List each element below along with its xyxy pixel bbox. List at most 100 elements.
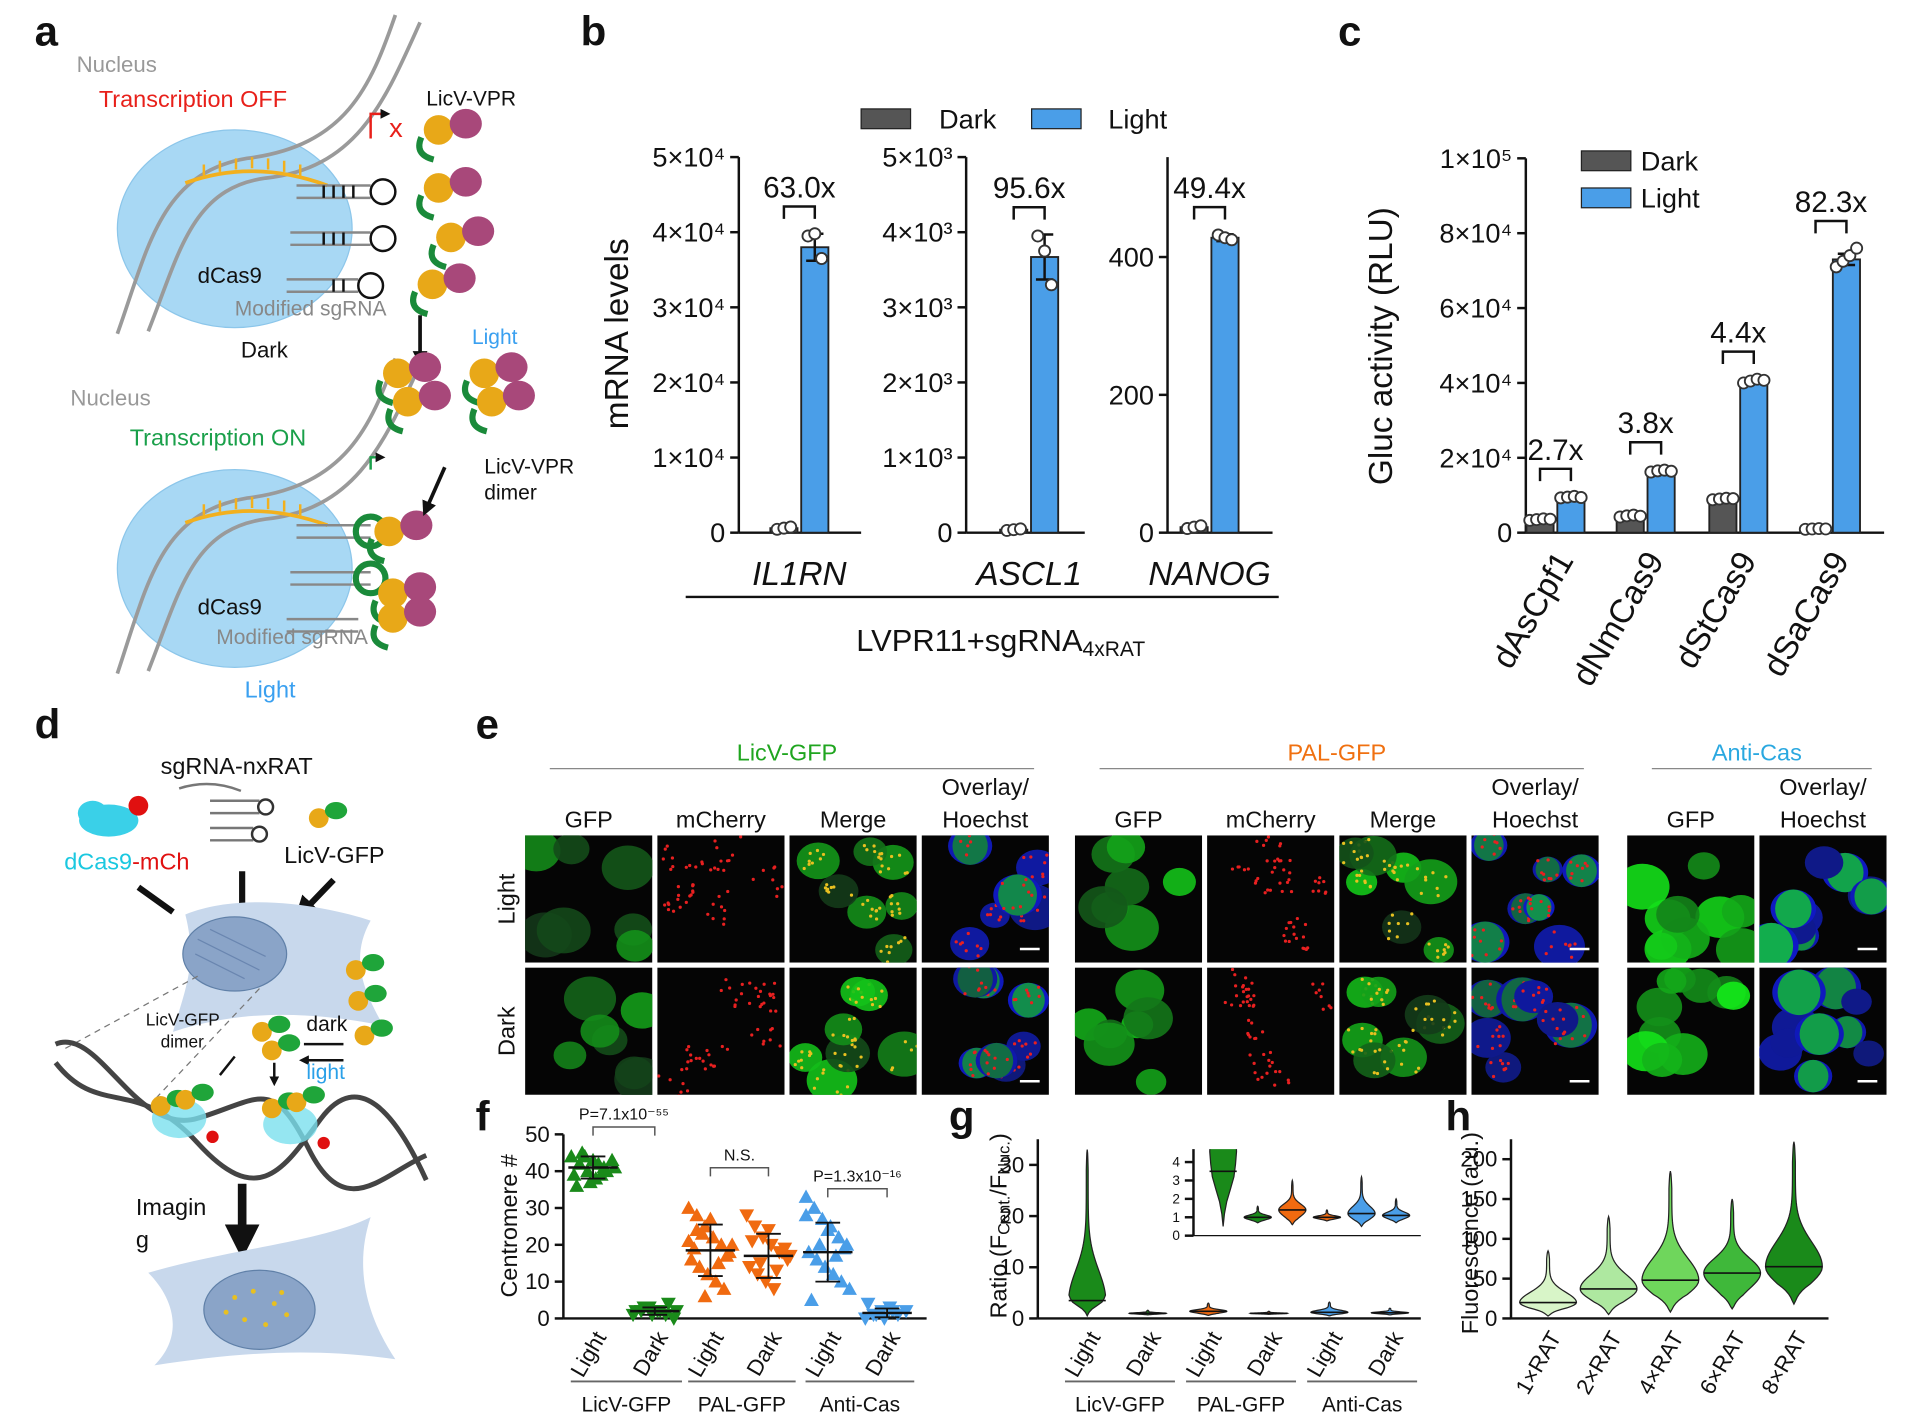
data-point <box>1014 522 1027 536</box>
focus <box>1253 881 1258 885</box>
x-tick-label: dNmCas9 <box>1565 546 1671 693</box>
gfp-signal <box>1775 889 1812 929</box>
focus <box>733 1003 737 1007</box>
data-point <box>697 1288 713 1303</box>
error-bar <box>756 1232 781 1279</box>
data-point <box>761 1224 776 1238</box>
focus <box>1570 872 1574 876</box>
data-point <box>739 1209 755 1223</box>
focus <box>663 903 667 907</box>
focus <box>1498 1025 1502 1029</box>
bar <box>1831 258 1861 534</box>
focus <box>1277 859 1282 863</box>
group-label: PAL-GFP <box>1197 1393 1285 1415</box>
focus <box>686 1060 690 1064</box>
focus <box>1391 869 1395 873</box>
y-tick-label: 20 <box>525 1232 550 1257</box>
focus <box>1242 868 1247 872</box>
label: LicV-VPR <box>484 456 574 479</box>
focus <box>854 1000 858 1004</box>
focus <box>1233 973 1237 977</box>
focus <box>1580 879 1584 883</box>
focus <box>1583 1034 1587 1038</box>
group-label: LVPR11+sgRNA4xRAT <box>856 623 1145 661</box>
focus <box>1026 991 1030 995</box>
focus <box>1248 1035 1252 1039</box>
y-tick-label: 2 <box>1172 1191 1180 1206</box>
focus <box>818 857 822 861</box>
focus <box>1273 1083 1277 1087</box>
focus <box>761 868 765 872</box>
focus <box>1528 901 1532 906</box>
micrograph <box>1074 967 1203 1095</box>
focus <box>979 981 984 985</box>
focus <box>842 1033 846 1038</box>
focus <box>1369 1039 1373 1043</box>
legend-swatch <box>1031 108 1082 130</box>
legend-swatch <box>1580 150 1632 172</box>
focus <box>1367 982 1371 986</box>
data-point <box>742 1260 757 1275</box>
focus <box>1476 1044 1480 1049</box>
focus <box>726 889 730 894</box>
focus <box>847 1017 852 1021</box>
focus <box>960 941 964 945</box>
focus <box>722 917 726 921</box>
focus <box>971 1073 975 1078</box>
gfp-signal <box>877 1031 917 1077</box>
gfp-signal <box>818 874 859 909</box>
shape <box>422 466 447 516</box>
focus <box>1244 987 1248 992</box>
x-tick-label: Light <box>683 1326 729 1381</box>
focus <box>1287 921 1291 925</box>
focus <box>772 995 776 1000</box>
y-tick-label: 2×10³ <box>882 367 952 398</box>
shape <box>128 795 149 816</box>
focus <box>1265 859 1269 863</box>
focus <box>657 1074 661 1078</box>
y-tick-label: 0 <box>937 517 952 548</box>
focus <box>1255 839 1259 844</box>
shape <box>286 524 371 633</box>
focus <box>1419 891 1423 896</box>
data-point <box>842 1281 857 1295</box>
data-point <box>812 1237 828 1251</box>
focus <box>1267 1058 1271 1063</box>
focus <box>1342 841 1346 845</box>
micrograph <box>789 835 917 963</box>
focus <box>1323 891 1327 895</box>
focus <box>1321 1007 1325 1011</box>
focus <box>1223 1000 1227 1005</box>
focus <box>1423 1017 1427 1022</box>
shape <box>322 185 355 292</box>
focus <box>1230 967 1235 972</box>
focus <box>835 1090 839 1094</box>
focus <box>1241 1000 1245 1004</box>
focus <box>1030 893 1034 897</box>
focus <box>694 865 698 869</box>
focus <box>701 1059 705 1063</box>
focus <box>1250 981 1254 985</box>
nucleus <box>1485 1052 1522 1083</box>
shape <box>279 1290 285 1295</box>
focus <box>1012 1042 1017 1046</box>
focus <box>1380 998 1384 1002</box>
focus <box>1029 1001 1034 1005</box>
focus <box>999 915 1003 919</box>
focus <box>969 1067 973 1072</box>
data-point <box>705 1230 721 1244</box>
fold-label: 95.6x <box>993 172 1066 205</box>
data-point <box>758 1275 774 1290</box>
focus <box>1280 889 1284 894</box>
focus <box>1375 1071 1380 1076</box>
focus <box>1311 982 1315 986</box>
data-point <box>752 1257 768 1271</box>
y-tick-label: 5×10³ <box>882 142 952 173</box>
micrograph <box>1627 967 1755 1095</box>
y-tick-label: 4×10⁴ <box>652 217 725 248</box>
shape <box>369 225 397 253</box>
focus <box>756 1027 760 1032</box>
focus <box>723 908 727 913</box>
focus <box>1249 997 1253 1001</box>
focus <box>707 1053 711 1057</box>
